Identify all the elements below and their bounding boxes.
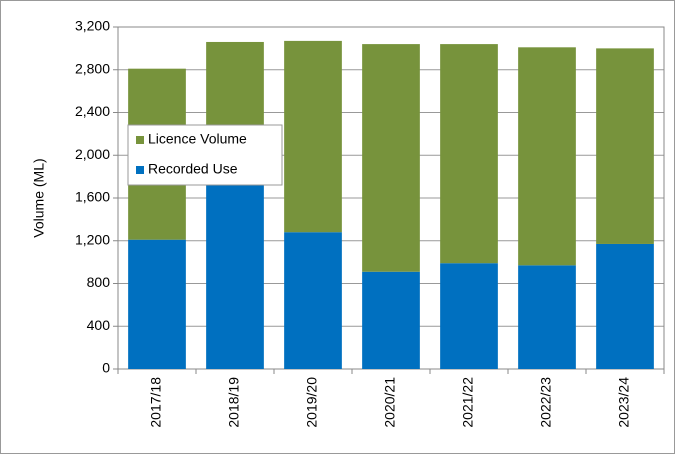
bar-segment bbox=[284, 40, 342, 233]
bar-segment bbox=[362, 271, 420, 369]
bar-segment bbox=[518, 265, 576, 369]
y-tick-label: 0 bbox=[102, 360, 110, 376]
bar-segment bbox=[440, 263, 498, 369]
y-tick-label: 400 bbox=[87, 317, 111, 333]
y-tick-label: 2,400 bbox=[75, 103, 110, 119]
x-tick-label: 2017/18 bbox=[148, 377, 164, 428]
bar-segment bbox=[518, 47, 576, 266]
legend-swatch bbox=[136, 136, 144, 144]
bar-segment bbox=[596, 48, 654, 244]
bar-segment bbox=[362, 44, 420, 272]
y-tick-label: 1,600 bbox=[75, 189, 110, 205]
x-tick-label: 2019/20 bbox=[304, 377, 320, 428]
bar-segment bbox=[206, 185, 264, 369]
y-tick-label: 2,000 bbox=[75, 146, 110, 162]
bar-segment bbox=[128, 239, 186, 369]
legend-label: Licence Volume bbox=[148, 131, 247, 147]
x-tick-label: 2021/22 bbox=[460, 377, 476, 428]
y-tick-label: 1,200 bbox=[75, 231, 110, 247]
bar-segment bbox=[284, 232, 342, 369]
y-axis-title: Volume (ML) bbox=[31, 158, 47, 237]
legend-swatch bbox=[136, 166, 144, 174]
x-tick-label: 2023/24 bbox=[616, 377, 632, 428]
y-tick-label: 3,200 bbox=[75, 18, 110, 34]
y-tick-label: 800 bbox=[87, 274, 111, 290]
legend-box bbox=[127, 124, 283, 186]
bar-segment bbox=[596, 243, 654, 369]
y-tick-label: 2,800 bbox=[75, 60, 110, 76]
legend-label: Recorded Use bbox=[148, 161, 238, 177]
x-tick-label: 2022/23 bbox=[538, 377, 554, 428]
bar-segment bbox=[440, 44, 498, 264]
x-tick-label: 2020/21 bbox=[382, 377, 398, 428]
x-tick-label: 2018/19 bbox=[226, 377, 242, 428]
